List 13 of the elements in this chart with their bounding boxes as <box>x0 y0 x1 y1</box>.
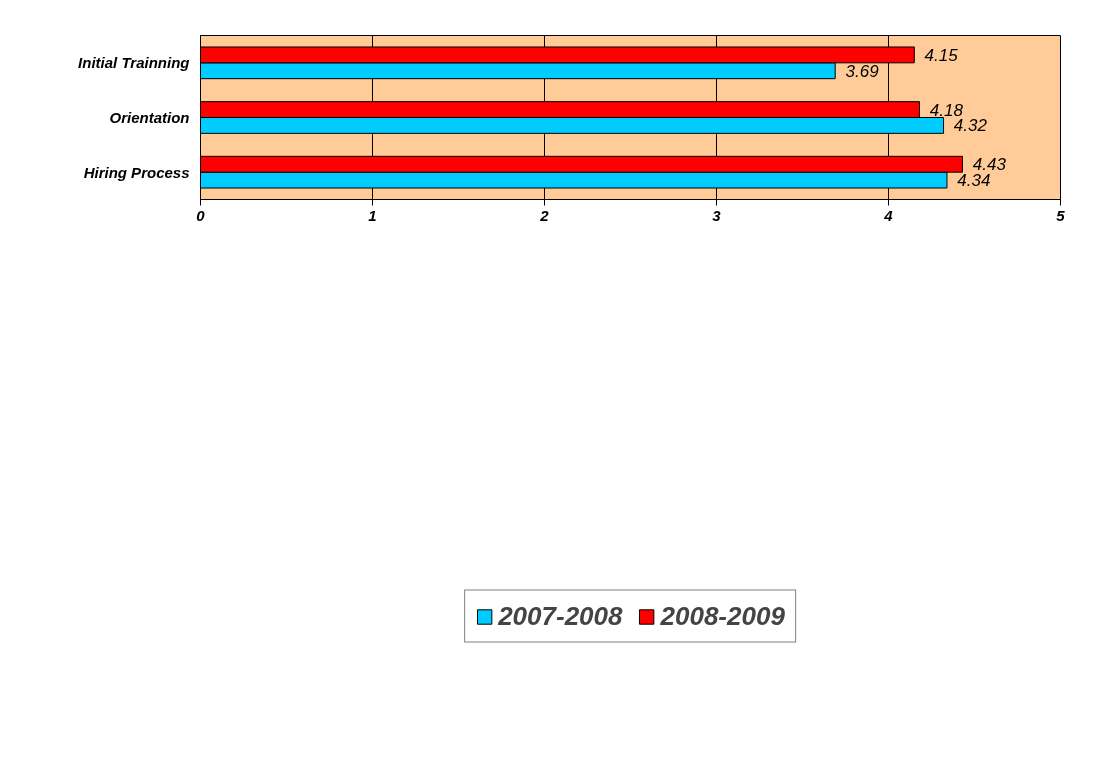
y-tick-label: Orientation <box>109 109 190 126</box>
y-tick-label: Initial Trainning <box>78 54 190 72</box>
data-label: 3.69 <box>845 61 880 81</box>
x-tick-label: 0 <box>196 206 206 224</box>
y-tick-label: Hiring Process <box>83 163 190 181</box>
x-tick-label: 4 <box>883 206 894 224</box>
x-tick-label: 2 <box>539 206 550 224</box>
x-tick-label: 5 <box>1056 206 1066 224</box>
legend-label: 2008-2009 <box>660 600 785 632</box>
x-tick-label: 3 <box>712 206 722 224</box>
data-label: 4.15 <box>924 45 959 65</box>
x-tick-label: 1 <box>368 206 377 224</box>
legend-label: 2007-2008 <box>498 600 623 632</box>
